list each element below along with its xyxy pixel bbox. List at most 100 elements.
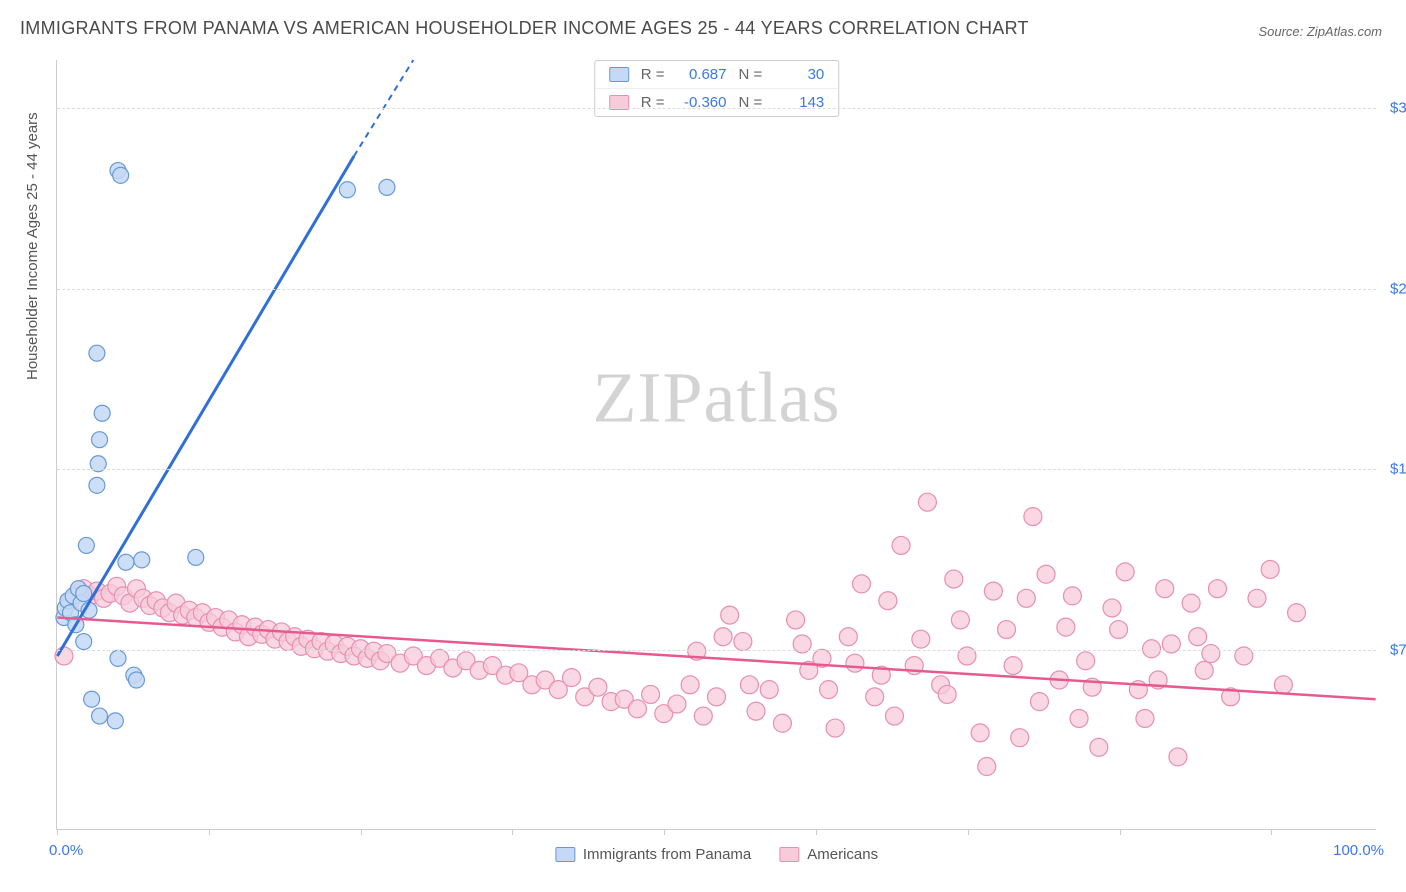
x-tick [816,829,817,835]
n-label: N = [739,66,763,83]
data-point [1077,652,1095,670]
r-label: R = [641,66,665,83]
chart-title: IMMIGRANTS FROM PANAMA VS AMERICAN HOUSE… [20,18,1029,39]
data-point [118,554,134,570]
data-point [128,672,144,688]
legend-label: Immigrants from Panama [583,846,751,863]
y-tick-label: $150,000 [1380,461,1406,478]
data-point [94,405,110,421]
x-axis-max-label: 100.0% [1333,842,1384,859]
data-point [188,549,204,565]
x-tick [209,829,210,835]
x-tick [512,829,513,835]
data-point [846,654,864,672]
stats-legend-row: R = 0.687 N = 30 [595,61,839,88]
data-point [984,582,1002,600]
data-point [747,702,765,720]
data-point [1116,563,1134,581]
data-point [134,552,150,568]
data-point [110,650,126,666]
n-value: 30 [774,66,824,83]
data-point [879,592,897,610]
data-point [589,678,607,696]
data-point [1274,676,1292,694]
data-point [1004,657,1022,675]
data-point [339,182,355,198]
data-point [1103,599,1121,617]
data-point [820,681,838,699]
data-point [918,493,936,511]
data-point [892,536,910,554]
legend-item: Americans [779,846,878,863]
data-point [1156,580,1174,598]
data-point [107,713,123,729]
data-point [1136,709,1154,727]
data-point [773,714,791,732]
x-tick [57,829,58,835]
data-point [563,669,581,687]
data-point [694,707,712,725]
x-tick [1120,829,1121,835]
data-point [92,708,108,724]
data-point [89,477,105,493]
data-point [1261,560,1279,578]
data-point [76,634,92,650]
data-point [1195,661,1213,679]
data-point [1030,693,1048,711]
data-point [708,688,726,706]
data-point [734,633,752,651]
chart-svg [57,60,1376,829]
stats-legend-row: R = -0.360 N = 143 [595,88,839,116]
series-legend: Immigrants from Panama Americans [555,846,878,863]
data-point [945,570,963,588]
data-point [89,345,105,361]
swatch-icon [555,847,575,862]
data-point [787,611,805,629]
data-point [1070,709,1088,727]
data-point [866,688,884,706]
data-point [1202,645,1220,663]
data-point [839,628,857,646]
x-tick [664,829,665,835]
data-point [978,758,996,776]
x-tick [1271,829,1272,835]
data-point [951,611,969,629]
legend-label: Americans [807,846,878,863]
data-point [1288,604,1306,622]
r-value: 0.687 [677,66,727,83]
data-point [1011,729,1029,747]
data-point [1248,589,1266,607]
source-attribution: Source: ZipAtlas.com [1258,24,1382,39]
gridline [57,650,1376,651]
data-point [92,432,108,448]
data-point [76,586,92,602]
data-point [1024,508,1042,526]
x-axis-min-label: 0.0% [49,842,83,859]
data-point [1090,738,1108,756]
x-tick [968,829,969,835]
data-point [1208,580,1226,598]
data-point [642,685,660,703]
data-point [971,724,989,742]
x-tick [361,829,362,835]
data-point [1189,628,1207,646]
data-point [853,575,871,593]
legend-item: Immigrants from Panama [555,846,751,863]
data-point [885,707,903,725]
data-point [721,606,739,624]
y-tick-label: $75,000 [1380,641,1406,658]
y-tick-label: $225,000 [1380,280,1406,297]
gridline [57,469,1376,470]
data-point [740,676,758,694]
gridline [57,108,1376,109]
swatch-icon [609,67,629,82]
data-point [938,685,956,703]
data-point [1037,565,1055,583]
data-point [379,179,395,195]
data-point [1182,594,1200,612]
data-point [84,691,100,707]
data-point [998,621,1016,639]
data-point [714,628,732,646]
data-point [1169,748,1187,766]
data-point [113,167,129,183]
